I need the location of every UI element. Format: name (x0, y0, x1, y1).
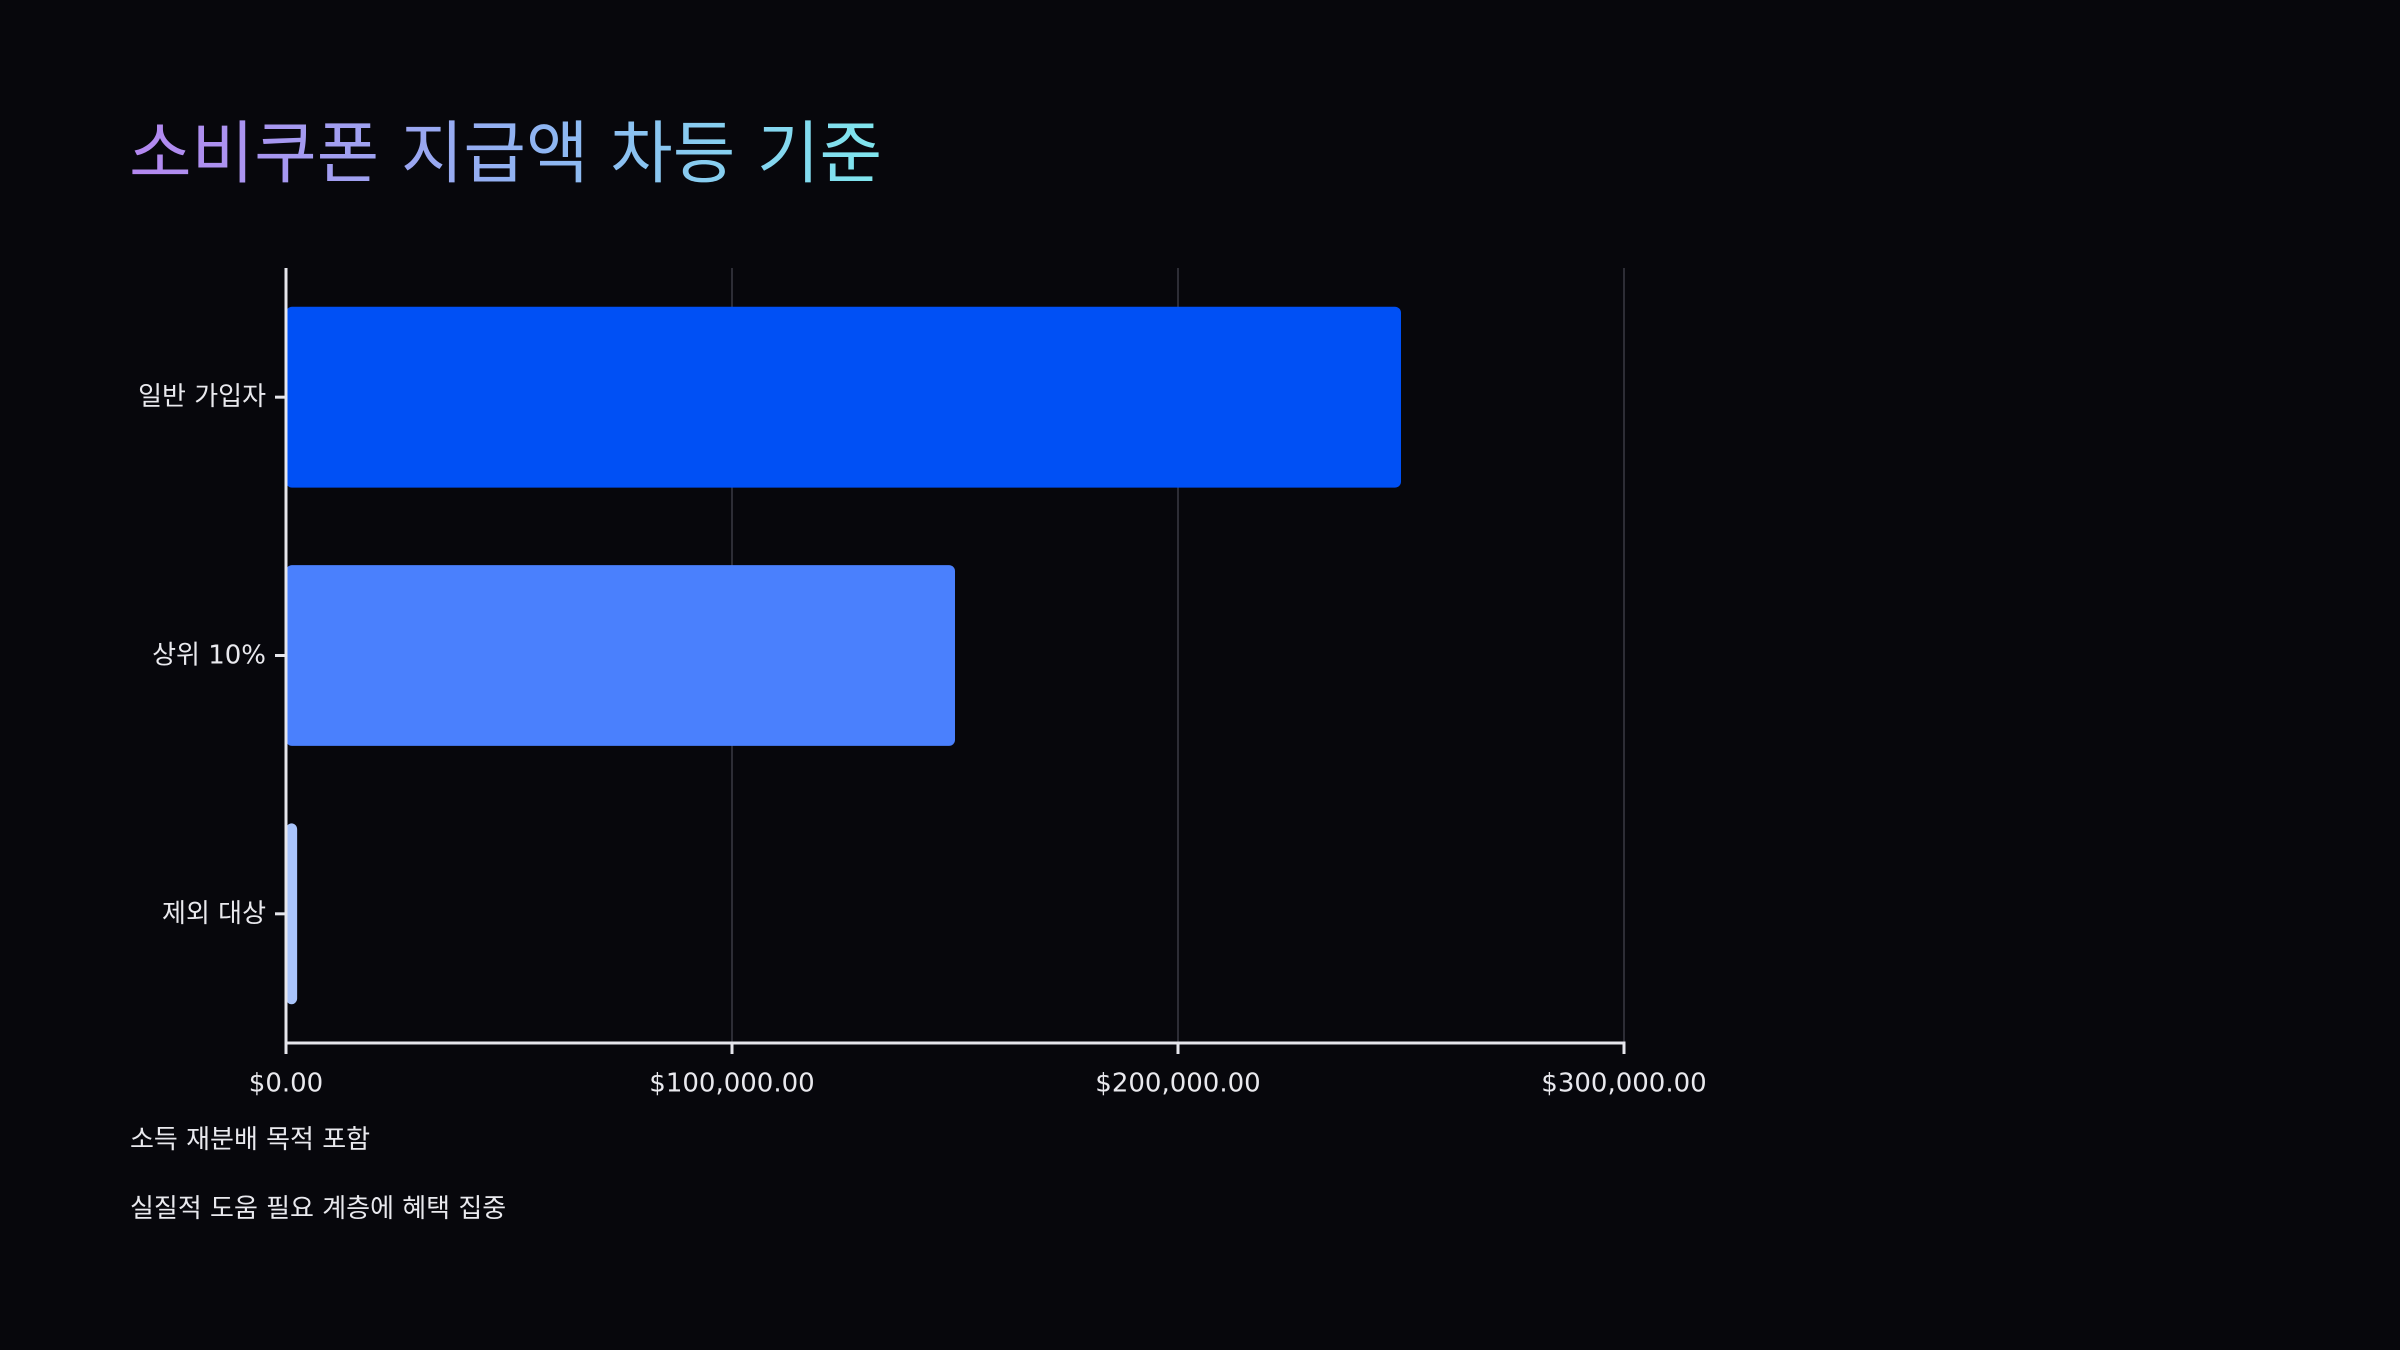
x-tick-label-2: $200,000.00 (1095, 1068, 1260, 1098)
bar-2 (286, 565, 955, 746)
y-tick-label-3: 제외 대상 (162, 899, 266, 929)
x-tick-label-3: $300,000.00 (1541, 1068, 1706, 1098)
slide-title: 소비쿠폰 지급액 차등 기준 (129, 105, 882, 205)
x-tick-label-0: $0.00 (249, 1068, 323, 1098)
bar-1 (286, 306, 1401, 488)
x-tick-label-1: $100,000.00 (649, 1068, 814, 1098)
note-2: 실질적 도움 필요 계층에 혜택 집중 (130, 1194, 507, 1224)
bar-3 (286, 823, 298, 1005)
note-1: 소득 재분배 목적 포함 (130, 1125, 371, 1155)
y-tick-label-2: 상위 10% (152, 641, 266, 671)
y-tick-label-1: 일반 가입자 (138, 382, 266, 412)
